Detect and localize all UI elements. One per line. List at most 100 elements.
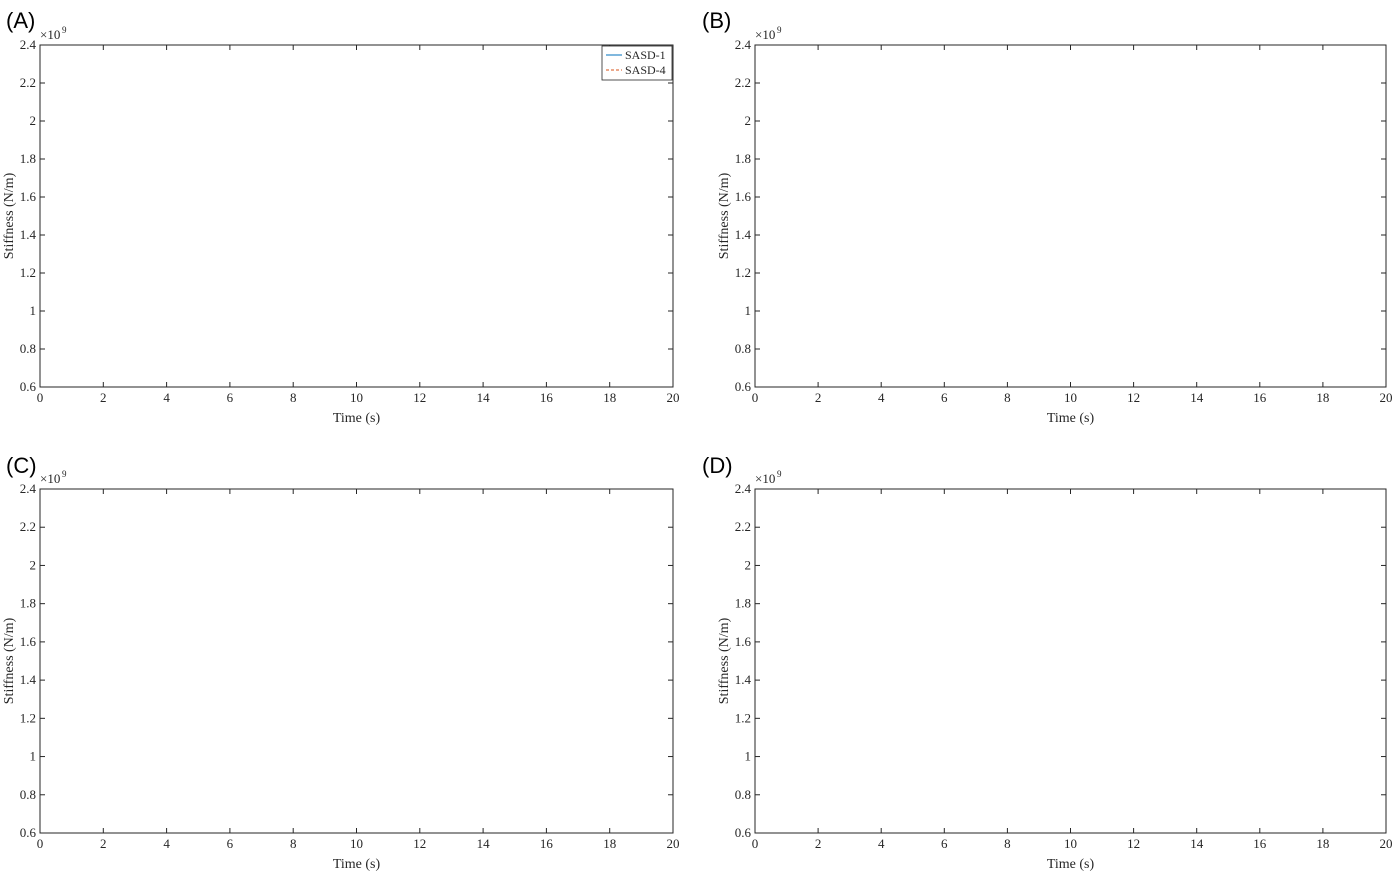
y-tick-label: 1.8: [735, 151, 751, 166]
y-tick-label: 2.2: [735, 75, 751, 90]
y-tick-label: 0.8: [735, 341, 751, 356]
y-tick-label: 1.2: [20, 710, 36, 725]
x-tick-label: 20: [667, 836, 680, 851]
y-tick-label: 1: [30, 303, 37, 318]
y-tick-label: 2: [745, 113, 752, 128]
y-tick-label: 2.2: [20, 519, 36, 534]
x-axis-label: Time (s): [1047, 411, 1095, 426]
y-exponent-label: ×10: [755, 471, 775, 486]
y-axis-label: Stiffness (N/m): [717, 617, 732, 704]
legend-entry: SASD-1: [625, 48, 666, 62]
y-tick-label: 0.6: [735, 825, 752, 840]
y-exponent-label: ×10: [755, 27, 775, 42]
y-tick-label: 1.6: [735, 189, 752, 204]
x-tick-label: 18: [1316, 390, 1329, 405]
x-tick-label: 10: [1064, 836, 1077, 851]
y-tick-label: 1: [30, 749, 37, 764]
x-tick-label: 14: [1190, 836, 1204, 851]
y-tick-label: 1.8: [20, 151, 36, 166]
x-tick-label: 12: [1127, 836, 1140, 851]
y-tick-label: 1: [745, 303, 752, 318]
y-tick-label: 1.6: [735, 634, 752, 649]
chart-panel-4: (D) 0 2 4 6 8 10 12 14 16 18 20 0.6 0.8 1 1.2 1.4 1.6 1.8 2…: [702, 453, 1393, 872]
y-tick-label: 1.4: [20, 227, 37, 242]
panel-letter: (B): [702, 8, 731, 33]
x-tick-label: 6: [941, 836, 948, 851]
x-tick-label: 2: [100, 836, 107, 851]
chart-panel-2: (B) 0 2 4 6 8 10 12 14 16 18 20 0.6 0.8 1 1.2 1.4 1.6 1.8 2…: [702, 8, 1393, 426]
x-tick-label: 20: [1380, 836, 1393, 851]
y-tick-label: 0.6: [20, 825, 37, 840]
x-tick-label: 14: [477, 836, 491, 851]
x-tick-label: 12: [1127, 390, 1140, 405]
x-tick-label: 8: [290, 390, 297, 405]
y-tick-label: 2.2: [20, 75, 36, 90]
y-tick-label: 1.4: [735, 672, 752, 687]
x-axis-label: Time (s): [1047, 857, 1095, 872]
chart-panel-1: (A) 0 2 4 6 8 10 12 14 16 18 20 0.6 0.8 1 1.2 1.4 1.6 1.8 2…: [2, 8, 680, 426]
y-tick-label: 1.6: [20, 634, 37, 649]
y-tick-label: 0.8: [20, 787, 36, 802]
y-axis-label: Stiffness (N/m): [717, 172, 732, 259]
x-tick-label: 6: [941, 390, 948, 405]
x-tick-label: 18: [1316, 836, 1329, 851]
x-tick-label: 20: [667, 390, 680, 405]
y-tick-label: 0.8: [20, 341, 36, 356]
x-tick-label: 8: [1004, 390, 1011, 405]
x-tick-label: 14: [477, 390, 491, 405]
x-tick-label: 8: [290, 836, 297, 851]
x-axis-label: Time (s): [333, 411, 381, 426]
y-exponent-power: 9: [62, 469, 67, 479]
panel-letter: (C): [6, 453, 37, 478]
y-tick-label: 1.8: [735, 596, 751, 611]
x-tick-label: 0: [37, 390, 44, 405]
y-axis-label: Stiffness (N/m): [2, 172, 17, 259]
y-tick-label: 2.2: [735, 519, 751, 534]
x-tick-label: 4: [878, 836, 885, 851]
y-tick-label: 2: [30, 557, 37, 572]
y-tick-label: 2.4: [20, 481, 37, 496]
y-tick-label: 0.8: [735, 787, 751, 802]
y-axis-label: Stiffness (N/m): [2, 617, 17, 704]
y-tick-label: 1.4: [20, 672, 37, 687]
x-tick-label: 6: [227, 836, 234, 851]
x-tick-label: 16: [1253, 390, 1267, 405]
x-tick-label: 4: [163, 836, 170, 851]
x-tick-label: 12: [413, 836, 426, 851]
x-tick-label: 6: [227, 390, 234, 405]
y-tick-label: 1.6: [20, 189, 37, 204]
x-tick-label: 12: [413, 390, 426, 405]
chart-panel-3: (C) 0 2 4 6 8 10 12 14 16 18 20 0.6 0.8 1 1.2 1.4 1.6 1.8 2…: [2, 453, 680, 872]
y-tick-label: 1.4: [735, 227, 752, 242]
x-tick-label: 2: [100, 390, 107, 405]
x-tick-label: 8: [1004, 836, 1011, 851]
panel-letter: (A): [6, 8, 35, 33]
y-tick-label: 0.6: [735, 379, 752, 394]
y-tick-label: 1.2: [735, 710, 751, 725]
x-tick-label: 10: [1064, 390, 1077, 405]
x-tick-label: 2: [815, 836, 822, 851]
x-tick-label: 10: [350, 390, 363, 405]
x-tick-label: 4: [878, 390, 885, 405]
x-tick-label: 14: [1190, 390, 1204, 405]
x-tick-label: 2: [815, 390, 822, 405]
y-exponent-power: 9: [777, 25, 782, 35]
x-tick-label: 0: [37, 836, 44, 851]
y-tick-label: 1.2: [735, 265, 751, 280]
axes-frame: [754, 44, 1387, 388]
x-tick-label: 0: [752, 836, 759, 851]
y-tick-label: 2.4: [735, 37, 752, 52]
x-tick-label: 16: [1253, 836, 1267, 851]
y-exponent-power: 9: [777, 469, 782, 479]
y-tick-label: 2.4: [735, 481, 752, 496]
y-tick-label: 0.6: [20, 379, 37, 394]
y-tick-label: 1: [745, 749, 752, 764]
x-tick-label: 0: [752, 390, 759, 405]
x-tick-label: 10: [350, 836, 363, 851]
x-tick-label: 18: [603, 390, 616, 405]
y-exponent-label: ×10: [40, 471, 60, 486]
y-exponent-power: 9: [62, 25, 67, 35]
y-exponent-label: ×10: [40, 27, 60, 42]
